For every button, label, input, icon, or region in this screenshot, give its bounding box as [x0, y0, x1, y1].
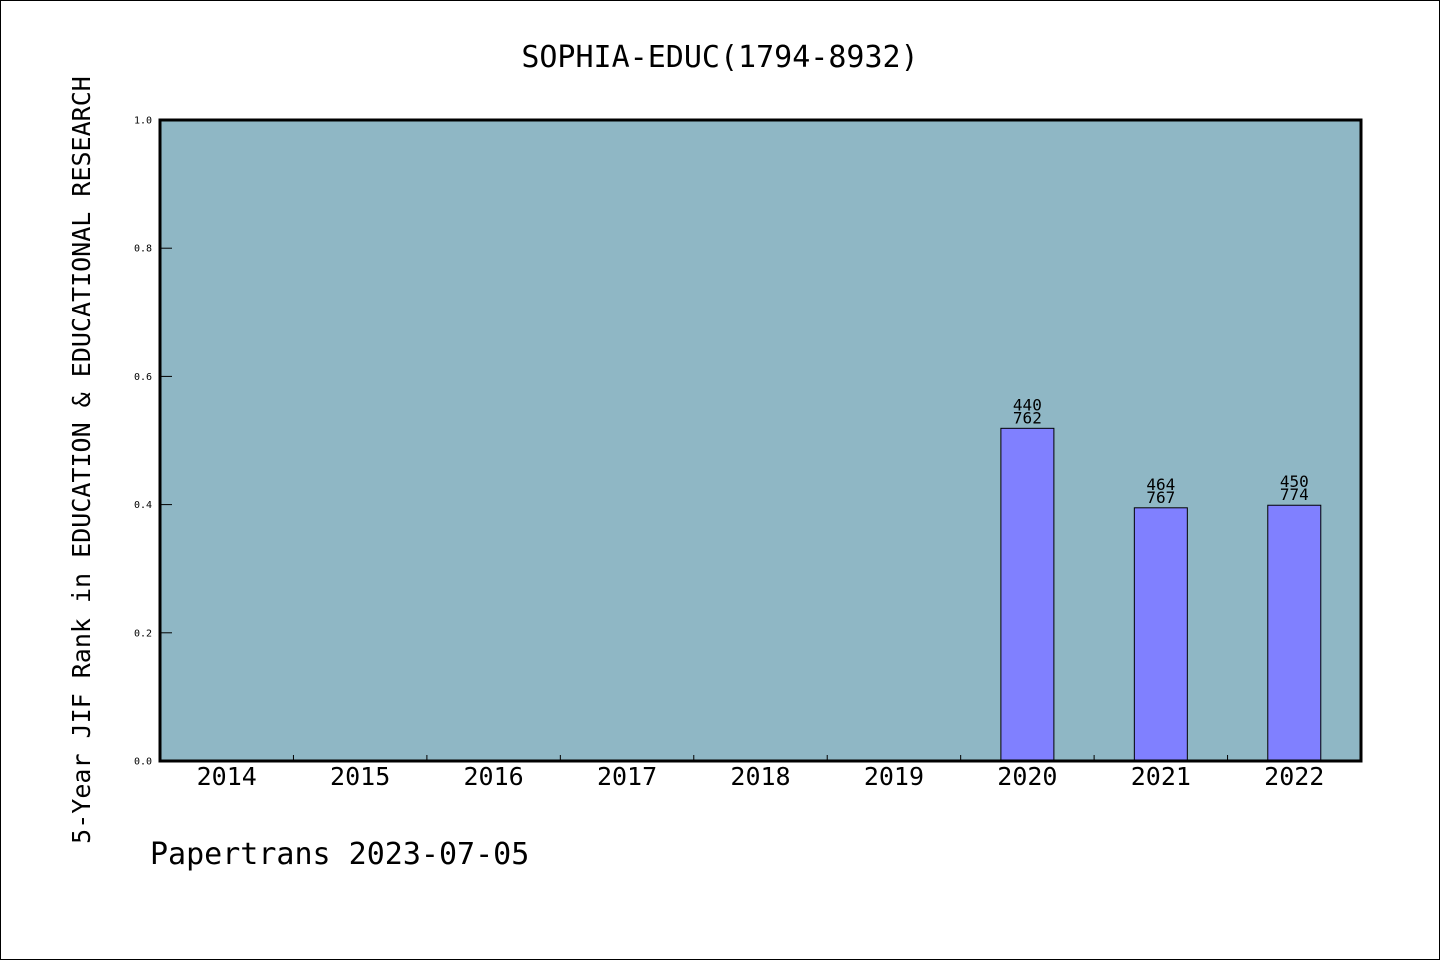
bar-2022	[1267, 504, 1322, 762]
bar-2020	[1000, 427, 1055, 762]
x-tick-label: 2021	[1131, 762, 1191, 791]
x-tick-label: 2015	[330, 762, 390, 791]
x-tick-label: 2018	[730, 762, 790, 791]
y-tick-label: 0.4	[134, 500, 152, 511]
chart-title: SOPHIA-EDUC(1794-8932)	[521, 40, 918, 75]
x-tick-label: 2022	[1264, 762, 1324, 791]
x-tick-label: 2014	[197, 762, 257, 791]
footer-credit: Papertrans 2023-07-05	[150, 837, 529, 872]
data-label-denominator: 762	[1013, 408, 1042, 427]
data-label-denominator: 774	[1280, 485, 1309, 504]
y-axis-label: 5-Year JIF Rank in EDUCATION & EDUCATION…	[67, 76, 96, 844]
x-tick-label: 2016	[464, 762, 524, 791]
data-label-denominator: 767	[1146, 488, 1175, 507]
data-label-numerator: 450	[1280, 472, 1309, 491]
x-tick-label: 2019	[864, 762, 924, 791]
ticks-group: 2014 2015 2016 2017 2018 2019 2020 2021 2022 0.0 0…	[134, 116, 1324, 792]
x-tick-label: 2017	[597, 762, 657, 791]
data-label-numerator: 440	[1013, 395, 1042, 414]
y-tick-label: 0.6	[134, 372, 152, 383]
bar-2021	[1133, 507, 1188, 762]
y-tick-label: 0.2	[134, 628, 152, 639]
y-tick-label: 0.8	[134, 244, 152, 255]
plot-border	[158, 118, 1363, 763]
y-tick-label: 0.0	[134, 757, 152, 768]
x-tick-label: 2020	[997, 762, 1057, 791]
data-label-numerator: 464	[1146, 475, 1175, 494]
y-tick-label: 1.0	[134, 116, 152, 127]
